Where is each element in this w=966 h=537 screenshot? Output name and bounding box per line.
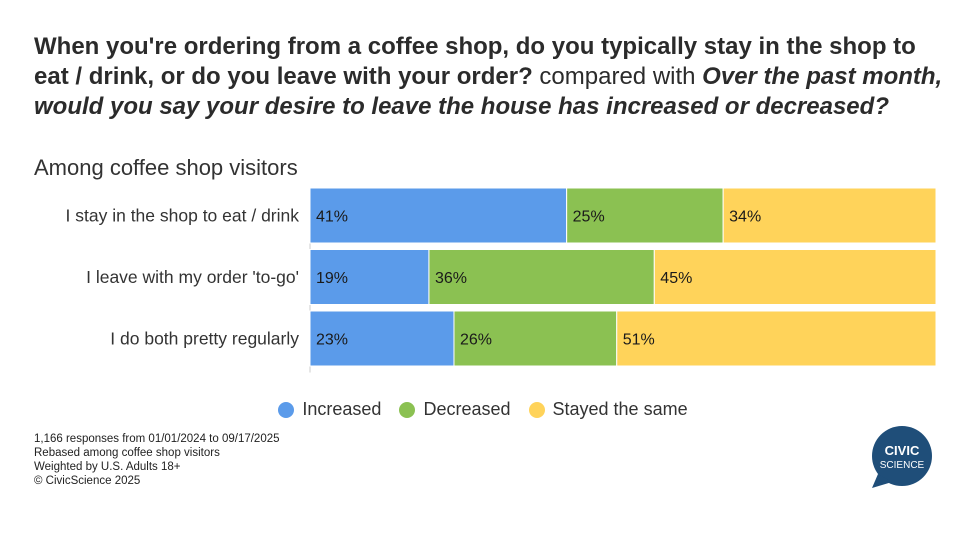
civicscience-logo: CIVIC SCIENCE — [872, 426, 932, 488]
legend-swatch — [528, 401, 545, 418]
data-label: 51% — [623, 332, 655, 349]
data-label: 26% — [460, 332, 492, 349]
data-label: 36% — [435, 270, 467, 287]
footnote-copyright: © CivicScience 2025 — [34, 475, 141, 487]
category-label: I stay in the shop to eat / drink — [66, 206, 300, 226]
legend-swatch — [399, 401, 416, 418]
data-label: 25% — [573, 209, 605, 226]
legend-item: Decreased — [399, 399, 511, 420]
logo-bubble — [872, 426, 932, 486]
logo-text-line2: SCIENCE — [880, 460, 925, 471]
bar-segment — [453, 310, 618, 367]
data-label: 19% — [316, 270, 348, 287]
category-label: I do both pretty regularly — [110, 329, 299, 349]
legend-label: Stayed the same — [552, 399, 688, 419]
footnotes: 1,166 responses from 01/01/2024 to 09/17… — [34, 432, 280, 488]
legend-label: Increased — [302, 399, 382, 419]
footnote-weighted: Weighted by U.S. Adults 18+ — [34, 461, 181, 473]
chart-legend: Increased Decreased Stayed the same — [0, 399, 966, 420]
title-question-1: When you're ordering from a coffee shop,… — [34, 33, 916, 90]
data-label: 41% — [316, 209, 348, 226]
chart-subtitle: Among coffee shop visitors — [34, 155, 298, 180]
data-label: 45% — [660, 270, 692, 287]
title-connector: compared with — [532, 63, 703, 90]
data-label: 34% — [729, 209, 761, 226]
bar-segment — [653, 249, 937, 305]
legend-swatch — [278, 401, 295, 418]
logo-text-line1: CIVIC — [885, 443, 920, 458]
bar-segment — [309, 249, 430, 305]
bar-segment — [722, 187, 937, 244]
bar-segment — [428, 249, 655, 305]
footnote-responses: 1,166 responses from 01/01/2024 to 09/17… — [34, 433, 280, 445]
legend-label: Decreased — [423, 399, 511, 419]
chart-title: When you're ordering from a coffee shop,… — [34, 32, 944, 122]
bar-segment — [309, 310, 455, 367]
category-label: I leave with my order 'to-go' — [86, 267, 299, 287]
data-label: 23% — [316, 332, 348, 349]
logo-bubble-tail — [872, 474, 892, 488]
legend-item: Increased — [278, 399, 381, 420]
footnote-rebased: Rebased among coffee shop visitors — [34, 447, 220, 459]
legend-item: Stayed the same — [528, 399, 688, 420]
bar-segment — [309, 187, 568, 244]
stacked-bar-chart: I stay in the shop to eat / drink 41% 25% 3… — [66, 187, 937, 373]
bar-segment — [616, 310, 937, 367]
bar-segment — [566, 187, 724, 244]
title-question-2: Over the past month, would you say your … — [34, 63, 943, 120]
